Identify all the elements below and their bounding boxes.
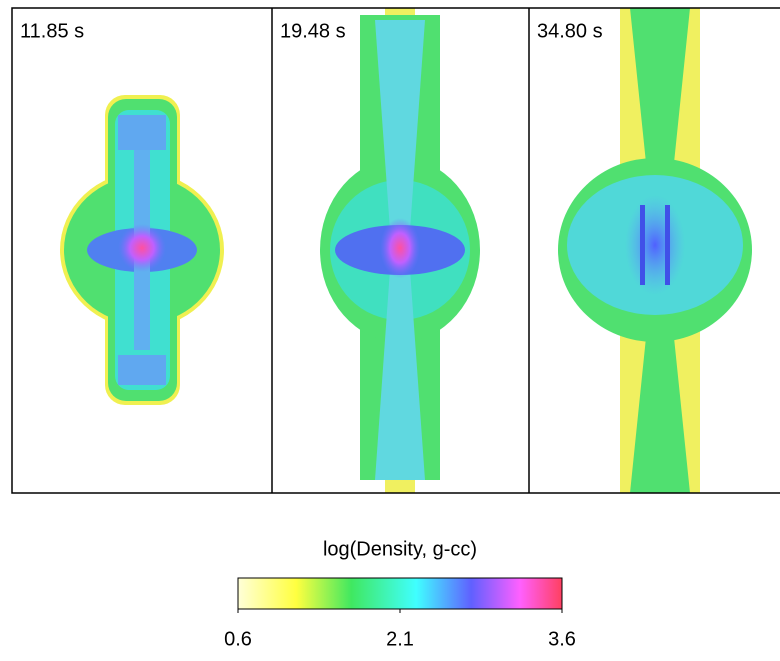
panel-image [60,95,224,405]
colorbar [238,578,562,609]
panel-label: 11.85 s [20,20,84,42]
colorbar-tick-label: 2.1 [386,628,414,650]
colorbar-tick-label: 0.6 [224,628,252,650]
colorbar-tick-label: 3.6 [548,628,576,650]
panel-label: 19.48 s [280,20,346,42]
colorbar-title: log(Density, g-cc) [323,538,477,560]
figure: 11.85 s 19.48 s 34.80 s log(Density, g-c… [0,0,780,661]
panel-image [320,8,480,493]
panel-image [558,8,752,493]
panel-label: 34.80 s [537,20,603,42]
page: 11.85 s 19.48 s 34.80 s log(Density, g-c… [0,0,780,661]
